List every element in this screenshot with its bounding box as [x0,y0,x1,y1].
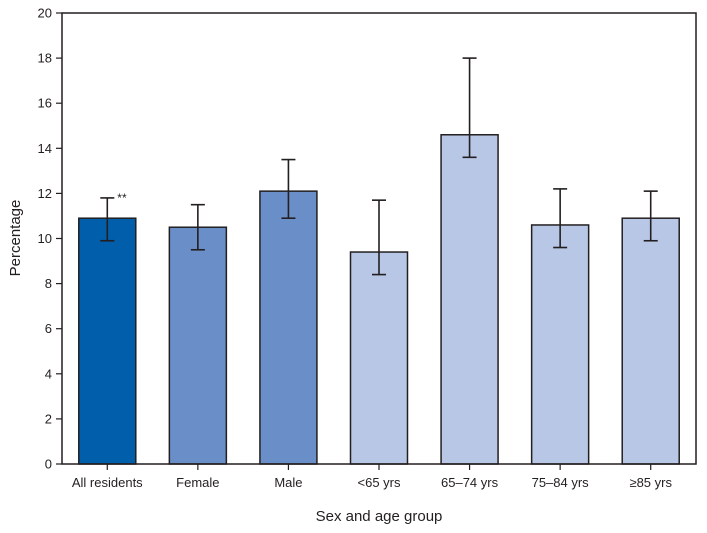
x-axis-title: Sex and age group [316,508,443,525]
bar-6 [621,217,680,465]
x-tick-label-2: Male [274,475,302,490]
y-tick-label-6: 12 [38,186,52,201]
y-tick-label-8: 16 [38,96,52,111]
y-tick-label-0: 0 [45,457,52,472]
x-tick-label-5: 75–84 yrs [532,475,590,490]
annotation-0: ** [117,191,127,205]
axes-group [56,12,697,470]
bars-group [78,134,680,465]
bar-0 [78,217,137,465]
bar-4 [440,134,499,465]
y-tick-label-4: 8 [45,276,52,291]
x-tick-label-0: All residents [72,475,143,490]
y-tick-labels: 0 2 4 6 8 10 12 14 16 18 20 [38,6,52,472]
bar-3 [349,251,409,465]
bar-2 [259,190,318,465]
y-tick-label-7: 14 [38,141,52,156]
y-axis-title: Percentage [7,200,24,277]
error-bars-group [100,57,658,276]
x-tick-label-1: Female [176,475,219,490]
y-tick-label-5: 10 [38,231,52,246]
y-tick-label-9: 18 [38,51,52,66]
x-tick-label-4: 65–74 yrs [441,475,499,490]
x-tick-labels: All residents Female Male <65 yrs 65–74 yrs 7… [72,475,673,490]
y-tick-label-2: 4 [45,366,52,381]
bar-1 [168,226,228,465]
y-tick-label-1: 2 [45,411,52,426]
x-tick-label-3: <65 yrs [358,475,401,490]
bar-5 [530,224,590,465]
y-tick-label-3: 6 [45,321,52,336]
x-tick-label-6: ≥85 yrs [629,475,672,490]
y-tick-label-10: 20 [38,6,52,21]
annotations: ** [117,191,127,205]
